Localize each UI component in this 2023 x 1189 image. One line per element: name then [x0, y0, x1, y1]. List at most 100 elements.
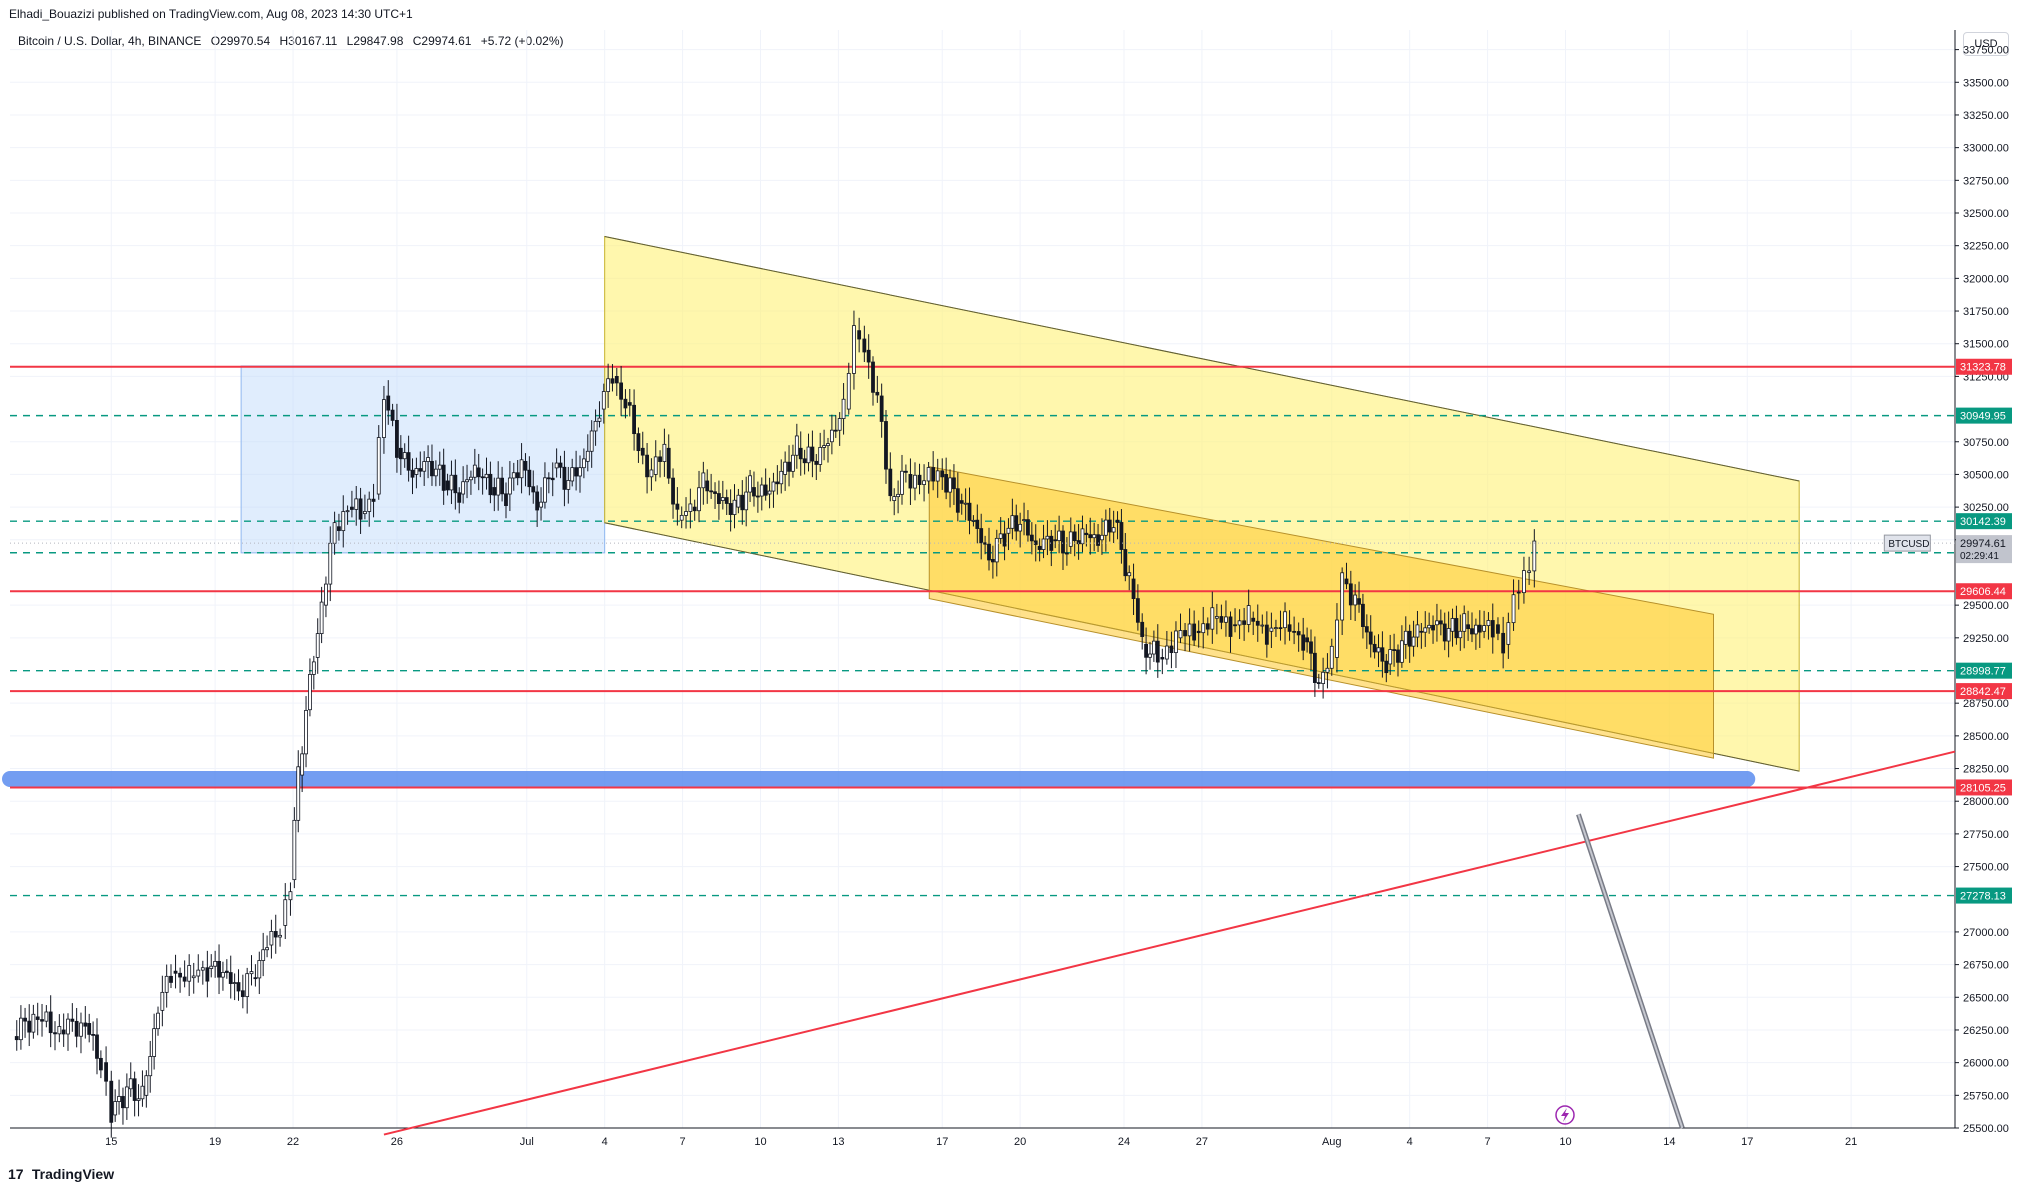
- candle-body: [640, 447, 645, 456]
- candle-body: [1368, 631, 1373, 645]
- price-tick-label: 33500.00: [1963, 77, 2009, 89]
- candle-body: [787, 461, 791, 472]
- candle-body: [701, 472, 706, 489]
- candle-body: [728, 503, 733, 515]
- currency-button[interactable]: USD: [1963, 32, 2009, 56]
- candle-body: [350, 506, 354, 510]
- lightning-icon: [1555, 1105, 1575, 1125]
- candle-body: [627, 402, 632, 406]
- candle-body: [1080, 528, 1085, 545]
- candle-body: [515, 472, 520, 479]
- candle-body: [1018, 523, 1023, 532]
- candle-body: [1029, 534, 1034, 542]
- candle-body: [1072, 531, 1077, 541]
- candle-body: [926, 467, 931, 482]
- candle-body: [1399, 640, 1404, 663]
- candle-body: [402, 452, 407, 460]
- candle-body: [1482, 625, 1487, 632]
- candle-body: [240, 990, 245, 997]
- price-tick-label: 29500.00: [1963, 600, 2009, 612]
- level-label: 28998.77: [1960, 666, 2006, 678]
- price-tick-label: 26750.00: [1963, 960, 2009, 972]
- candle-body: [1115, 519, 1120, 523]
- level-label-bg: [1956, 358, 2012, 375]
- time-tick-label: 26: [391, 1136, 403, 1148]
- candle-body: [1111, 527, 1116, 533]
- time-tick-label: 7: [1485, 1136, 1491, 1148]
- price-tick-label: 30500.00: [1963, 469, 2009, 481]
- candle-body: [903, 470, 908, 473]
- candle-body: [315, 633, 320, 658]
- candle-body: [1164, 645, 1169, 660]
- candle-body: [213, 960, 218, 967]
- candle-body: [1427, 624, 1432, 629]
- candle-body: [362, 511, 367, 515]
- candle-body: [1496, 624, 1500, 634]
- candle-body: [1002, 533, 1007, 547]
- candle-body: [160, 991, 165, 1011]
- candle-body: [1006, 527, 1011, 534]
- candle-body: [1131, 578, 1136, 600]
- candle-body: [1388, 649, 1393, 665]
- candle-body: [332, 522, 337, 544]
- candle-body: [771, 481, 776, 492]
- candle-body: [531, 486, 536, 493]
- candle-body: [1053, 539, 1058, 542]
- candle-body: [744, 491, 749, 511]
- publisher-line: Elhadi_Bouazizi published on TradingView…: [9, 7, 413, 21]
- candle-body: [578, 467, 582, 477]
- candle-body: [228, 972, 233, 984]
- candle-body: [775, 481, 780, 485]
- candle-body: [144, 1075, 149, 1096]
- candle-body: [128, 1078, 133, 1090]
- candle-body: [354, 498, 359, 510]
- candle-body: [519, 459, 524, 479]
- candle-body: [1316, 682, 1321, 684]
- candle-body: [539, 501, 543, 508]
- candle-body: [1144, 643, 1148, 658]
- candle-body: [1283, 611, 1287, 629]
- candle-body: [398, 447, 403, 460]
- candle-body: [371, 498, 376, 502]
- candle-body: [1155, 640, 1160, 663]
- candle-body: [1255, 620, 1260, 626]
- candle-body: [967, 502, 972, 521]
- level-label: 30142.39: [1960, 516, 2006, 528]
- candle-body: [1325, 667, 1330, 673]
- candle-body: [1037, 545, 1042, 550]
- candle-body: [376, 437, 381, 495]
- price-tick-label: 25500.00: [1963, 1123, 2009, 1135]
- candle-body: [866, 349, 871, 363]
- candle-body: [453, 474, 458, 494]
- candle-body: [566, 480, 571, 490]
- candle-body: [1357, 598, 1361, 605]
- candle-body: [61, 1029, 66, 1035]
- candle-body: [1411, 636, 1416, 647]
- time-tick-label: 7: [680, 1136, 686, 1148]
- candle-body: [304, 709, 308, 755]
- level-label: 28842.47: [1960, 686, 2006, 698]
- candle-body: [649, 469, 654, 478]
- candle-body: [437, 464, 442, 470]
- candle-body: [1135, 598, 1140, 623]
- candle-body: [382, 399, 386, 438]
- price-tick-label: 32500.00: [1963, 208, 2009, 220]
- price-tick-label: 26250.00: [1963, 1025, 2009, 1037]
- candle-body: [884, 421, 888, 470]
- candle-body: [249, 971, 254, 975]
- candle-body: [414, 468, 419, 475]
- candle-body: [653, 456, 658, 475]
- candle-body: [1119, 522, 1124, 550]
- close-value: C29974.61: [412, 34, 472, 48]
- candle-body: [1532, 540, 1537, 572]
- candle-body: [922, 480, 926, 485]
- candle-body: [879, 395, 884, 422]
- candle-body: [488, 473, 493, 496]
- candle-body: [1210, 607, 1215, 630]
- candle-body: [562, 466, 567, 490]
- brand-name: TradingView: [31, 1166, 115, 1182]
- candle-body: [445, 480, 450, 491]
- candle-body: [511, 472, 516, 479]
- level-label: 29606.44: [1960, 586, 2006, 598]
